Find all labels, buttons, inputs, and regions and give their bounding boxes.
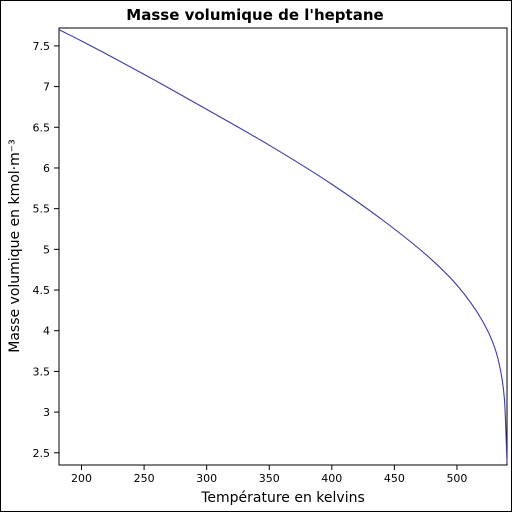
x-axis-ticks: 200 250 300 350 400 450 500: [71, 465, 467, 485]
y-tick-label: 6: [43, 162, 50, 175]
x-tick-label: 300: [196, 472, 217, 485]
y-tick-label: 3.5: [33, 365, 51, 378]
y-axis-label: Masse volumique en kmol·m⁻³: [7, 139, 23, 353]
x-tick-label: 250: [134, 472, 155, 485]
y-tick-label: 5.5: [33, 203, 51, 216]
y-tick-label: 3: [43, 406, 50, 419]
y-tick-label: 5: [43, 243, 50, 256]
y-tick-label: 4: [43, 325, 50, 338]
x-tick-label: 450: [384, 472, 405, 485]
x-tick-label: 350: [259, 472, 280, 485]
y-tick-label: 7: [43, 81, 50, 94]
y-tick-label: 2.5: [33, 447, 51, 460]
x-axis-label: Température en kelvins: [200, 490, 365, 506]
chart-title: Masse volumique de l'heptane: [126, 6, 383, 24]
y-tick-label: 7.5: [33, 40, 51, 53]
plot-area: [58, 27, 508, 466]
y-tick-label: 4.5: [33, 284, 51, 297]
density-curve: [58, 29, 508, 463]
x-tick-label: 500: [446, 472, 467, 485]
x-tick-label: 400: [321, 472, 342, 485]
y-axis-ticks: 2.5 3 3.5 4 4.5 5 5.5 6 6.5 7 7.5: [33, 40, 59, 460]
x-tick-label: 200: [71, 472, 92, 485]
y-tick-label: 6.5: [33, 121, 51, 134]
